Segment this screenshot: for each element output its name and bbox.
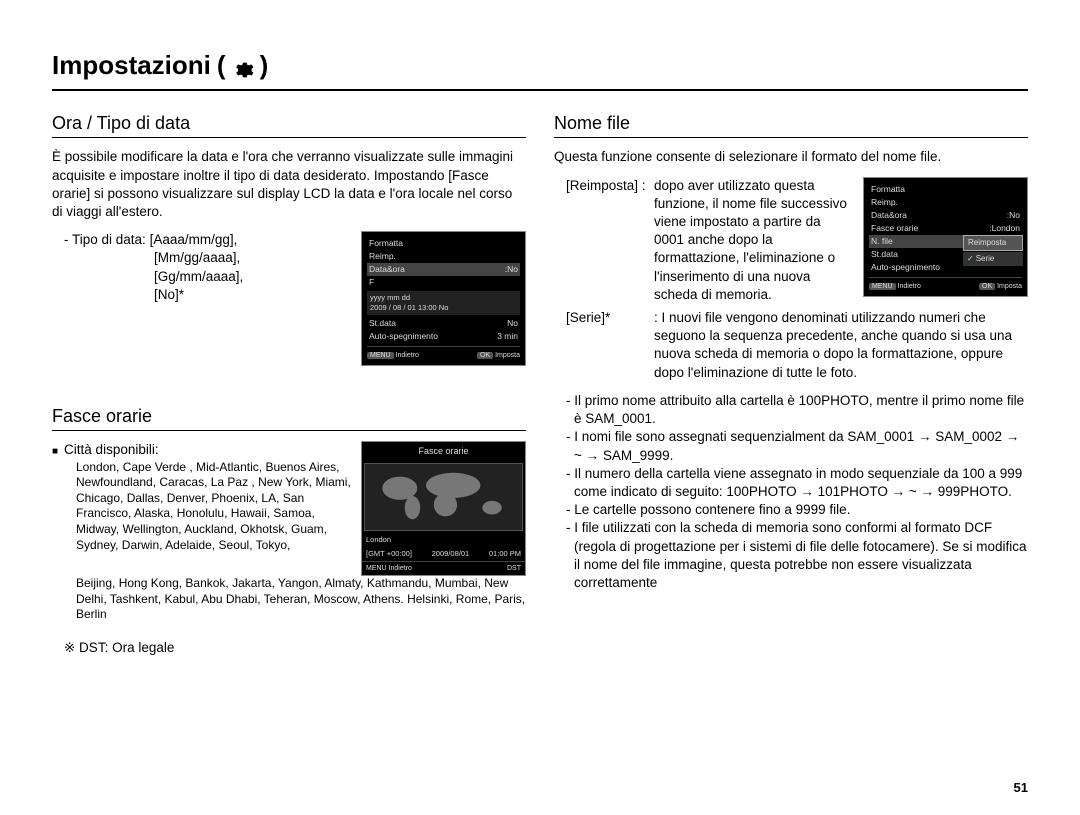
lcd-row-selected: Data&ora:No [367,263,520,276]
section-nomefile-title: Nome file [554,111,1028,138]
right-column: Nome file Questa funzione consente di se… [554,105,1028,657]
bullet-item: - Il primo nome attribuito alla cartella… [554,392,1028,428]
lcd-nomefile: Formatta Reimp. Data&ora:No Fasce orarie… [863,177,1028,297]
lcd-sub: yyyy mm dd 2009 / 08 / 01 13:00 No [367,291,520,315]
bullet-item: - I file utilizzati con la scheda di mem… [554,519,1028,592]
lcd-row: Data&ora:No [869,209,1022,222]
bullet-item: - Le cartelle possono contenere fino a 9… [554,501,1028,519]
ora-intro: È possibile modificare la data e l'ora c… [52,148,526,221]
kv-serie: [Serie]* : I nuovi file vengono denomina… [554,309,1028,382]
lcd-row: Reimp. [869,196,1022,209]
section-ora-title: Ora / Tipo di data [52,111,526,138]
lcd-footer: MENU Indietro OK Imposta [367,346,520,360]
kv-reimposta: [Reimposta] : dopo aver utilizzato quest… [554,177,853,305]
lcd-dataora: Formatta Reimp. Data&ora:No F yyyy mm dd… [361,231,526,366]
dst-note: ※ DST: Ora legale [52,639,526,657]
ok-icon: OK [979,283,995,290]
lcd-row: Formatta [869,183,1022,196]
paren-open: ( [217,48,226,83]
lcd-row: F [367,276,520,289]
page-number: 51 [1014,779,1028,797]
bullet-item: - Il numero della cartella viene assegna… [554,465,1028,501]
lcd-option-serie: Serie [963,252,1023,266]
lcd-row: Reimp. [367,250,520,263]
paren-close: ) [260,48,269,83]
lcd-row: St.dataNo [367,317,520,330]
world-map-icon [364,463,523,531]
menu-icon: MENU [869,283,896,290]
cities-list-2: Beijing, Hong Kong, Bankok, Jakarta, Yan… [52,576,526,623]
bullet-item: - I nomi file sono assegnati sequenzialm… [554,428,1028,464]
section-fasce-title: Fasce orarie [52,404,526,431]
nomefile-intro: Questa funzione consente di selezionare … [554,148,1028,166]
menu-icon: MENU [366,565,387,572]
page-heading: Impostazioni ( ) [52,48,1028,91]
menu-icon: MENU [367,352,394,359]
lcd-row: Auto-spegnimento3 min [367,330,520,343]
gear-icon [232,55,254,77]
ok-icon: OK [477,352,493,359]
left-column: Ora / Tipo di data È possibile modificar… [52,105,526,657]
lcd-option-reimposta: Reimposta [963,235,1023,251]
lcd-fasce: Fasce orarie London [GMT +00:00]2009/08/… [361,441,526,576]
lcd-row: Formatta [367,237,520,250]
lcd-footer: MENU Indietro OK Imposta [869,277,1022,291]
page-title-text: Impostazioni [52,48,211,83]
